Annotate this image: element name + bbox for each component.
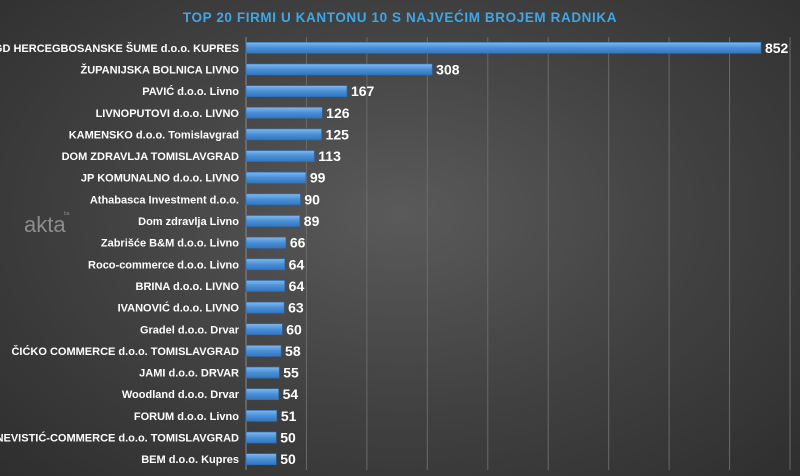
category-label: JP KOMUNALNO d.o.o. LIVNO	[81, 173, 240, 185]
data-label: 852	[765, 40, 789, 56]
bar	[245, 106, 323, 119]
data-label: 50	[280, 451, 296, 467]
bar	[245, 345, 282, 357]
data-label: 51	[281, 408, 297, 424]
data-label: 50	[280, 430, 296, 446]
bar	[245, 193, 301, 206]
watermark-logo: akta	[24, 212, 66, 237]
data-label: 167	[351, 83, 375, 99]
data-label: 54	[283, 386, 299, 402]
bar	[245, 63, 433, 76]
category-label: BRINA d.o.o. LIVNO	[136, 281, 240, 293]
data-label: 126	[326, 105, 350, 121]
category-label: Gradel d.o.o. Drvar	[140, 324, 240, 336]
category-label: PAVIĆ d.o.o. Livno	[142, 85, 239, 98]
data-label: 58	[285, 343, 301, 359]
bar	[245, 301, 285, 314]
category-label: DOM ZDRAVLJA TOMISLAVGRAD	[62, 151, 239, 163]
data-label: 55	[283, 365, 299, 381]
data-label: 90	[304, 191, 320, 207]
category-label: JAMI d.o.o. DRVAR	[139, 368, 239, 380]
category-label: ŽUPANIJSKA BOLNICA LIVNO	[81, 63, 240, 76]
bar	[245, 280, 285, 292]
category-label: Zabrišće B&M d.o.o. Livno	[101, 238, 239, 250]
bar	[245, 410, 278, 422]
bar	[245, 453, 277, 465]
bar	[245, 388, 279, 401]
category-label: LIVNOPUTOVI d.o.o. LIVNO	[96, 108, 240, 120]
bar	[245, 215, 301, 227]
category-label: ČIĆKO COMMERCE d.o.o. TOMISLAVGRAD	[11, 345, 239, 358]
bar	[245, 171, 307, 184]
bar	[245, 431, 277, 444]
bars	[245, 42, 762, 465]
bar	[245, 150, 315, 162]
data-label: 60	[286, 321, 302, 337]
data-label: 89	[304, 213, 320, 229]
category-label: KAMENSKO d.o.o. Tomislavgrad	[69, 129, 239, 141]
bar	[245, 366, 280, 379]
gridlines	[245, 37, 791, 470]
data-label: 63	[288, 300, 304, 316]
data-label: 113	[318, 148, 341, 164]
category-label: ŠGD HERCEGBOSANSKE ŠUME d.o.o. KUPRES	[0, 42, 239, 55]
bar	[245, 42, 762, 54]
data-label: 125	[326, 126, 350, 142]
bar	[245, 85, 348, 97]
category-labels: ŠGD HERCEGBOSANSKE ŠUME d.o.o. KUPRES ŽUP…	[0, 42, 240, 466]
bar	[245, 236, 287, 249]
data-label: 66	[290, 235, 306, 251]
category-label: BEM d.o.o. Kupres	[141, 454, 239, 466]
category-label: Athabasca Investment d.o.o.	[90, 194, 239, 206]
category-label: IVANOVIĆ d.o.o. LIVNO	[118, 302, 240, 315]
watermark-mark: ba	[64, 211, 70, 217]
chart-title: TOP 20 FIRMI U KANTONU 10 S NAJVEĆIM BRO…	[183, 10, 617, 25]
bar	[245, 323, 283, 336]
category-label: Roco-commerce d.o.o. Livno	[88, 259, 239, 271]
data-label: 64	[289, 256, 305, 272]
category-label: NEVISTIĆ-COMMERCE d.o.o. TOMISLAVGRAD	[0, 432, 239, 445]
watermark: akta ba	[24, 211, 70, 237]
data-label: 99	[310, 170, 326, 186]
bar	[245, 128, 322, 141]
data-label: 308	[436, 61, 460, 77]
category-label: FORUM d.o.o. Livno	[134, 411, 239, 423]
category-label: Dom zdravlja Livno	[138, 216, 239, 228]
data-label: 64	[289, 278, 305, 294]
bar	[245, 258, 285, 271]
category-label: Woodland d.o.o. Drvar	[122, 389, 240, 401]
